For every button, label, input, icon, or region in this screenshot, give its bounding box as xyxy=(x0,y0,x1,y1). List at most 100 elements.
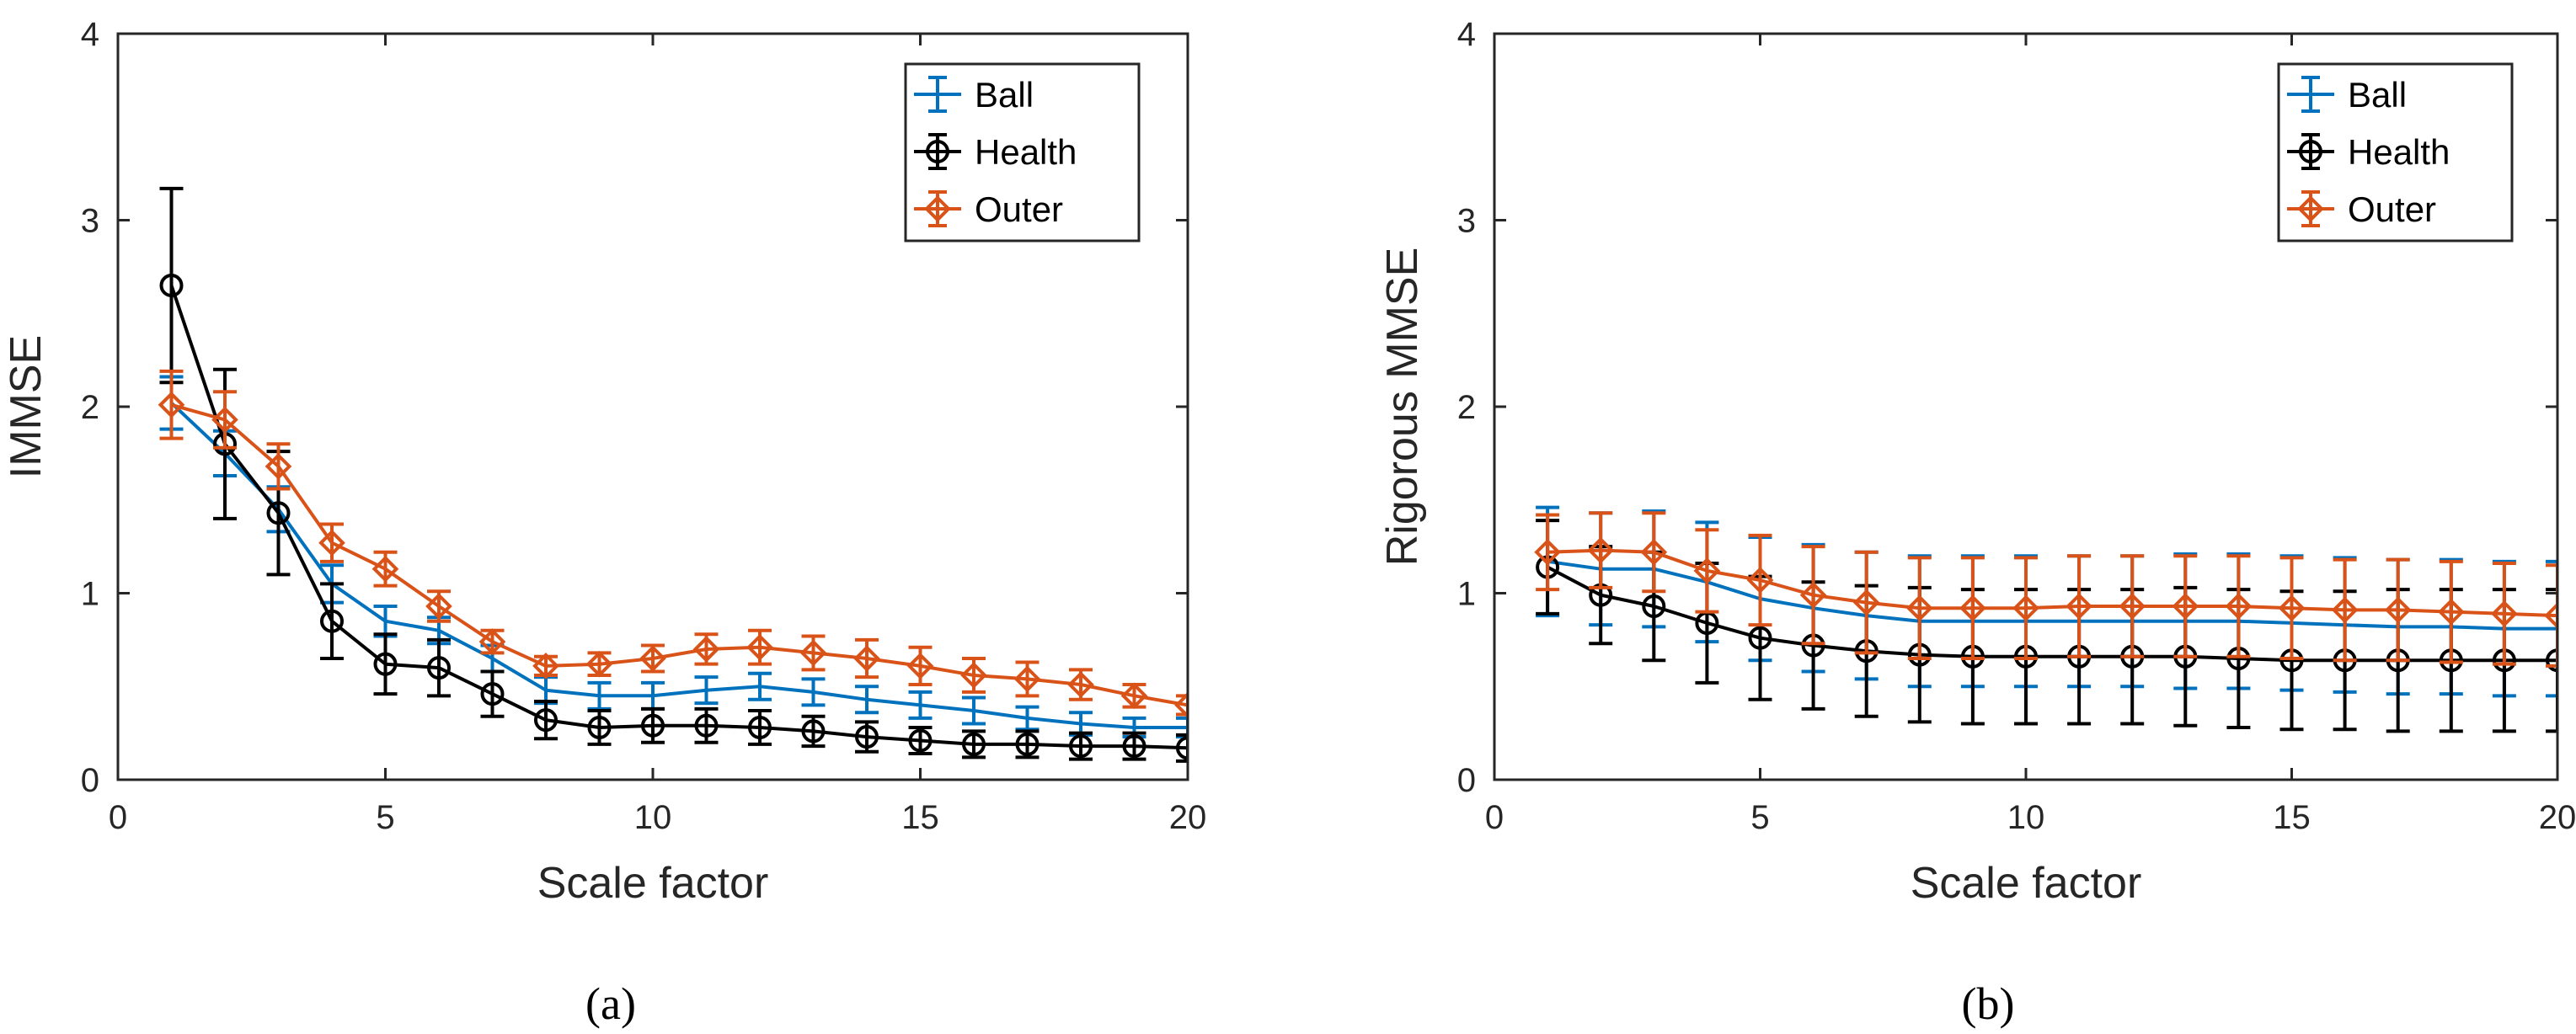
data-point-outer xyxy=(2119,593,2146,620)
error-bar-outer xyxy=(2333,557,2357,663)
error-bar-ball xyxy=(694,675,719,706)
legend-marker-health xyxy=(2299,140,2322,163)
data-point-outer xyxy=(799,639,827,667)
legend-item-outer: Outer xyxy=(2287,189,2436,229)
legend: Ball Health Outer xyxy=(904,62,1141,243)
legend-item-ball: Ball xyxy=(914,75,1034,115)
data-point-health xyxy=(748,715,772,739)
y-axis-label: IMMSE xyxy=(2,335,51,478)
data-point-outer xyxy=(1174,691,1188,719)
error-bar-outer xyxy=(2386,557,2410,663)
x-tick-label: 0 xyxy=(109,799,127,836)
y-tick-label: 2 xyxy=(1457,389,1476,426)
error-bar-ball xyxy=(1176,716,1188,739)
data-point-outer xyxy=(1640,538,1668,566)
legend-marker-outer xyxy=(924,195,951,222)
data-point-health xyxy=(801,719,826,744)
data-point-outer xyxy=(2278,594,2306,622)
x-tick-label: 15 xyxy=(901,799,939,836)
data-point-outer xyxy=(1120,682,1148,710)
x-tick-label: 15 xyxy=(2273,799,2311,836)
y-tick-label: 4 xyxy=(1457,16,1476,53)
x-tick-label: 10 xyxy=(2007,799,2045,836)
data-point-outer xyxy=(1852,589,1880,616)
error-bar-health xyxy=(480,669,505,718)
error-bar-outer xyxy=(2492,562,2516,666)
error-bar-health xyxy=(2546,588,2557,733)
error-bar-outer xyxy=(1748,533,1772,627)
data-point-outer xyxy=(371,555,399,583)
y-tick-label: 1 xyxy=(1457,576,1476,613)
x-axis-label: Scale factor xyxy=(1911,859,2142,908)
data-point-outer xyxy=(1905,594,1933,622)
error-bar-outer xyxy=(1854,550,1879,655)
error-bar-health xyxy=(373,632,398,696)
data-point-health xyxy=(373,652,398,676)
legend-label-health: Health xyxy=(975,132,1077,172)
error-bar-outer xyxy=(1536,513,1560,592)
error-bar-ball xyxy=(801,677,826,707)
x-tick-label: 20 xyxy=(2539,799,2576,836)
series-line-ball xyxy=(1547,559,2557,631)
legend-item-outer: Outer xyxy=(914,189,1063,229)
error-bar-outer xyxy=(213,390,237,450)
caption-a: (a) xyxy=(585,978,636,1029)
error-bar-outer xyxy=(2226,554,2251,658)
data-point-health xyxy=(1015,732,1039,756)
error-bar-outer xyxy=(1176,694,1188,717)
data-point-health xyxy=(2546,648,2557,673)
data-point-outer xyxy=(1799,581,1827,609)
data-point-health xyxy=(1748,626,1772,650)
error-bar-health xyxy=(427,637,451,698)
panel-a: (a) 0 5 10 15 20 0 1 2 3 4 Scale factor IMMSE Ball He… xyxy=(2,16,1206,1029)
data-point-outer xyxy=(692,636,720,663)
caption-b: (b) xyxy=(1962,978,2015,1029)
data-point-outer xyxy=(639,645,666,672)
y-tick-label: 3 xyxy=(1457,203,1476,240)
data-point-health xyxy=(641,713,665,738)
data-point-outer xyxy=(1693,557,1721,584)
error-bar-ball xyxy=(2546,559,2557,698)
data-point-outer xyxy=(2491,600,2518,627)
legend-label-ball: Ball xyxy=(975,75,1034,115)
error-bar-outer xyxy=(2279,556,2304,661)
error-bar-health xyxy=(1176,733,1188,763)
legend-marker-health xyxy=(926,140,949,163)
legend-label-ball: Ball xyxy=(2348,75,2407,115)
data-point-outer xyxy=(1067,671,1094,698)
x-axis-label: Scale factor xyxy=(537,859,769,908)
error-bar-outer xyxy=(2014,556,2038,661)
data-point-outer xyxy=(265,453,292,480)
data-point-outer xyxy=(960,662,987,689)
error-bar-outer xyxy=(1960,556,1985,661)
x-tick-label: 5 xyxy=(376,799,394,836)
series-group xyxy=(1534,505,2557,733)
x-tick-label: 10 xyxy=(634,799,672,836)
x-tick-label: 5 xyxy=(1750,799,1769,836)
y-tick-label: 3 xyxy=(81,203,99,240)
error-bar-outer xyxy=(266,442,291,491)
error-bar-ball xyxy=(855,685,879,715)
error-bar-outer xyxy=(2439,559,2463,664)
data-point-health xyxy=(534,708,558,733)
data-point-outer xyxy=(2012,594,2039,622)
x-tick-label: 0 xyxy=(1485,799,1504,836)
data-point-health xyxy=(962,732,986,756)
data-point-health xyxy=(1122,734,1146,759)
error-bar-outer xyxy=(2120,554,2145,658)
data-point-outer xyxy=(1746,567,1774,594)
data-point-outer xyxy=(478,628,506,655)
panel-b: (b) 0 5 10 15 20 0 1 2 3 4 Scale factor Rigorous MM… xyxy=(1378,16,2576,1029)
legend-item-health: Health xyxy=(914,132,1077,172)
data-point-health xyxy=(1176,736,1188,760)
error-bar-ball xyxy=(962,696,986,726)
error-bar-outer xyxy=(2546,563,2557,668)
data-point-outer xyxy=(2544,602,2557,629)
data-point-health xyxy=(320,609,344,633)
data-point-outer xyxy=(158,391,185,418)
data-point-health xyxy=(908,728,933,753)
y-tick-label: 0 xyxy=(1457,762,1476,799)
y-tick-label: 1 xyxy=(81,576,99,613)
error-bar-ball xyxy=(587,680,612,711)
